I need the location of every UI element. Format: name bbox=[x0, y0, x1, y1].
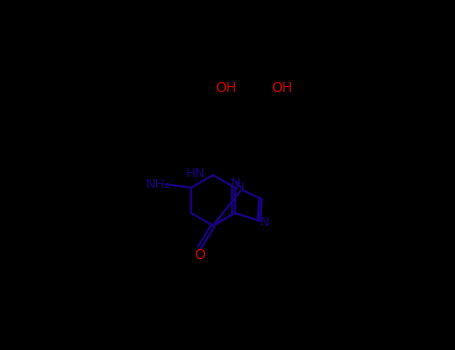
Text: N: N bbox=[235, 181, 245, 194]
Text: NH₂: NH₂ bbox=[146, 178, 171, 191]
Text: O: O bbox=[194, 248, 205, 262]
Text: OH: OH bbox=[216, 81, 237, 95]
Text: HN: HN bbox=[186, 167, 206, 180]
Text: N: N bbox=[231, 177, 241, 190]
Text: OH: OH bbox=[272, 81, 293, 95]
Text: N: N bbox=[260, 216, 270, 229]
